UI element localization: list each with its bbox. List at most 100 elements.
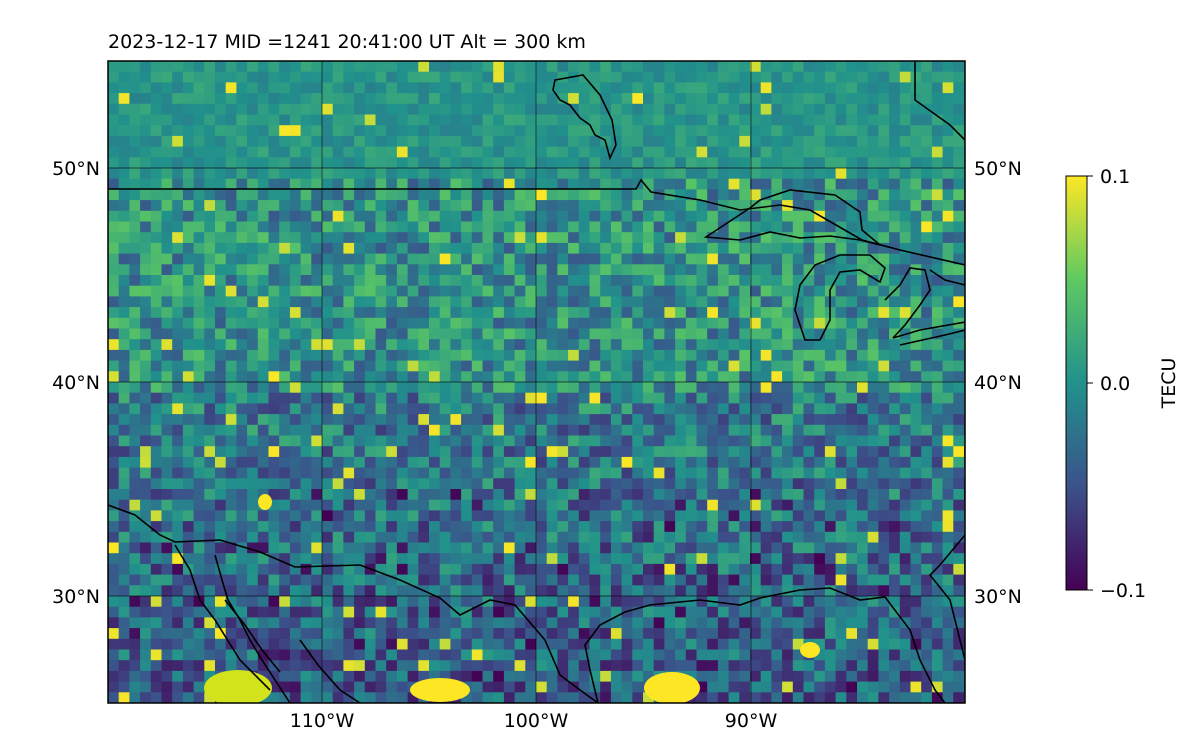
heatmap-cell — [600, 660, 612, 672]
heatmap-cell — [257, 596, 270, 608]
heatmap-cell — [471, 478, 484, 490]
heatmap-cell — [760, 371, 772, 383]
heatmap-cell — [632, 253, 644, 265]
heatmap-cell — [204, 563, 216, 576]
heatmap-cell — [161, 382, 173, 394]
heatmap-cell — [707, 649, 719, 661]
heatmap-cell — [525, 638, 537, 651]
heatmap-cell — [108, 703, 119, 714]
heatmap-cell — [568, 521, 580, 533]
heatmap-cell — [846, 424, 858, 437]
heatmap-cell — [461, 692, 473, 703]
heatmap-cell — [557, 210, 569, 223]
heatmap-cell — [236, 189, 248, 201]
heatmap-cell — [108, 360, 120, 372]
heatmap-cell — [621, 606, 633, 618]
heatmap-cell — [225, 456, 237, 469]
heatmap-cell — [525, 232, 537, 244]
heatmap-cell — [899, 456, 912, 469]
heatmap-cell — [739, 264, 751, 276]
heatmap-cell — [396, 563, 409, 576]
heatmap-cell — [279, 499, 291, 511]
heatmap-cell — [450, 585, 462, 597]
heatmap-cell — [685, 360, 698, 372]
heatmap-cell — [257, 339, 270, 351]
heatmap-cell — [482, 489, 494, 501]
heatmap-cell — [643, 264, 655, 276]
heatmap-cell — [610, 521, 623, 533]
heatmap-cell — [739, 403, 751, 415]
heatmap-cell — [750, 317, 762, 330]
heatmap-cell — [300, 168, 312, 180]
heatmap-cell — [899, 210, 912, 223]
heatmap-cell — [889, 542, 901, 554]
heatmap-cell — [846, 403, 858, 415]
heatmap-cell — [717, 264, 730, 276]
heatmap-cell — [857, 125, 869, 137]
heatmap-cell — [664, 606, 676, 618]
heatmap-cell — [728, 499, 740, 511]
heatmap-cell — [750, 168, 762, 180]
heatmap-cell — [578, 210, 591, 223]
heatmap-cell — [364, 456, 377, 469]
heatmap-cell — [889, 210, 901, 223]
heatmap-cell — [910, 232, 922, 244]
heatmap-cell — [193, 296, 205, 308]
heatmap-cell — [803, 660, 815, 672]
heatmap-cell — [782, 93, 794, 105]
heatmap-cell — [108, 456, 120, 469]
heatmap-cell — [429, 499, 441, 511]
heatmap-cell — [857, 596, 869, 608]
heatmap-cell — [429, 285, 441, 297]
heatmap-cell — [578, 82, 591, 94]
heatmap-cell — [846, 264, 858, 276]
heatmap-cell — [161, 456, 173, 469]
heatmap-cell — [418, 467, 430, 479]
heatmap-cell — [215, 392, 227, 404]
heatmap-cell — [696, 135, 708, 148]
heatmap-cell — [225, 606, 237, 618]
heatmap-cell — [364, 424, 377, 437]
heatmap-cell — [824, 456, 837, 469]
heatmap-cell — [482, 82, 494, 94]
heatmap-cell — [204, 264, 216, 276]
heatmap-cell — [846, 189, 858, 201]
heatmap-cell — [717, 510, 730, 522]
heatmap-cell — [429, 189, 441, 201]
heatmap-cell — [161, 521, 173, 533]
heatmap-cell — [910, 82, 922, 94]
heatmap-cell — [931, 189, 944, 201]
heatmap-cell — [792, 210, 805, 223]
heatmap-cell — [910, 328, 922, 340]
heatmap-cell — [942, 563, 954, 576]
heatmap-cell — [375, 499, 387, 511]
heatmap-cell — [910, 638, 922, 651]
heatmap-cell — [621, 692, 633, 703]
heatmap-cell — [578, 681, 591, 693]
heatmap-cell — [354, 339, 366, 351]
heatmap-cell — [878, 660, 890, 672]
heatmap-cell — [525, 103, 537, 116]
heatmap-cell — [525, 499, 537, 511]
heatmap-cell — [889, 392, 901, 404]
heatmap-cell — [814, 542, 826, 554]
heatmap-cell — [760, 585, 772, 597]
heatmap-cell — [364, 178, 377, 190]
heatmap-cell — [108, 638, 120, 651]
heatmap-cell — [782, 307, 794, 319]
heatmap-cell — [332, 317, 344, 330]
heatmap-cell — [664, 596, 676, 608]
heatmap-cell — [514, 93, 526, 105]
heatmap-cell — [685, 135, 698, 148]
heatmap-cell — [771, 521, 783, 533]
heatmap-cell — [771, 596, 783, 608]
heatmap-cell — [568, 414, 580, 426]
heatmap-cell — [578, 275, 591, 287]
heatmap-cell — [396, 660, 409, 672]
heatmap-cell — [664, 264, 676, 276]
heatmap-cell — [717, 178, 730, 190]
heatmap-cell — [129, 275, 141, 287]
heatmap-cell — [332, 360, 344, 372]
heatmap-cell — [503, 264, 516, 276]
heatmap-cell — [750, 82, 762, 94]
